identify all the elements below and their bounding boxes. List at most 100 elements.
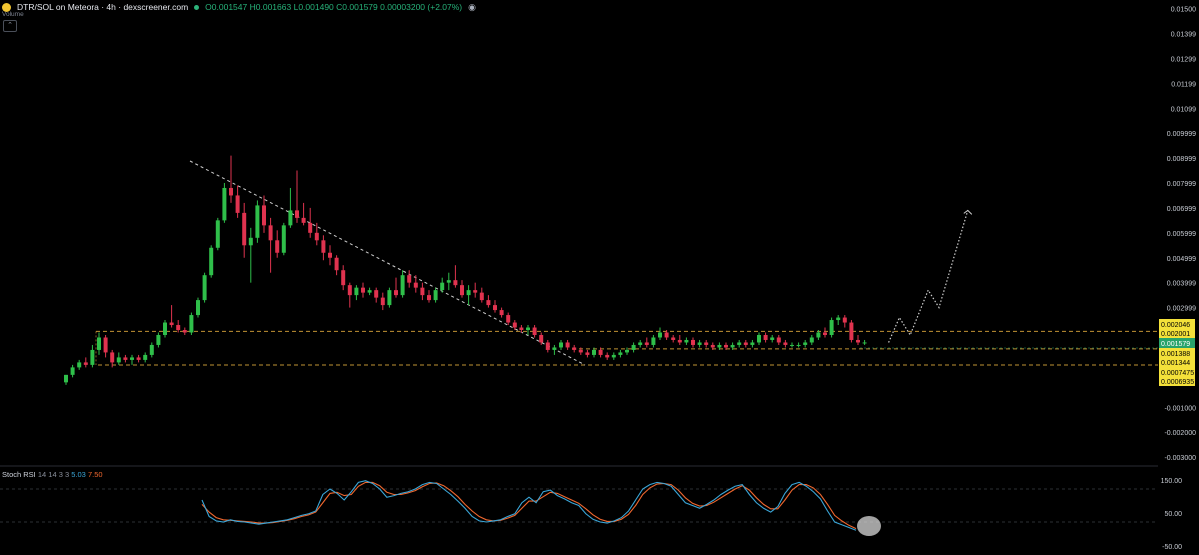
collapse-chevron-icon[interactable]: ⌃ <box>3 20 17 32</box>
price-axis-label: 0.006999 <box>1167 206 1196 213</box>
candle-body <box>770 337 775 340</box>
candle-body <box>539 334 544 343</box>
candle-body <box>618 352 623 355</box>
candle-body <box>64 374 68 383</box>
candle-body <box>235 195 240 213</box>
chart-header: DTR/SOL on Meteora · 4h · dexscreener.co… <box>2 0 476 14</box>
price-level-badge <box>1159 357 1195 367</box>
candle-body <box>704 342 709 345</box>
candle-body <box>849 322 854 340</box>
candle-body <box>783 342 788 345</box>
cursor-highlight <box>857 516 881 536</box>
candle-body <box>143 354 148 360</box>
volume-label[interactable]: Volume <box>2 11 24 18</box>
eye-icon[interactable]: ◉ <box>468 2 476 12</box>
candle-body <box>242 212 247 246</box>
candle-body <box>796 344 801 346</box>
candle-body <box>202 275 207 301</box>
candle-body <box>420 287 425 296</box>
candle-body <box>248 237 253 246</box>
candle-body <box>545 342 550 350</box>
candle-body <box>268 225 273 241</box>
price-level-badge-label: 0.0006935 <box>1161 379 1194 386</box>
candle-body <box>427 295 431 301</box>
candle-body <box>70 367 75 375</box>
price-level-badge-label: 0.002001 <box>1161 331 1190 338</box>
indicator-params: 14 14 3 3 <box>37 470 70 479</box>
candle-body <box>473 290 478 293</box>
candle-body <box>215 220 220 248</box>
candle-body <box>479 292 484 301</box>
candle-body <box>374 290 379 298</box>
candle-body <box>710 344 715 348</box>
candle-body <box>453 280 458 286</box>
candle-body <box>493 305 497 311</box>
candle-body <box>526 327 530 331</box>
price-level-badge <box>1159 376 1195 386</box>
token-logo-icon <box>2 2 11 12</box>
candle-body <box>592 349 596 355</box>
open-value: O0.001547 <box>205 2 248 12</box>
candle-body <box>605 354 610 358</box>
price-axis-label: -0.001000 <box>1164 405 1196 412</box>
price-axis-label: 0.003999 <box>1167 281 1196 288</box>
candle-body <box>103 337 108 353</box>
candle-body <box>97 337 101 350</box>
stoch-k-value: 5.03 <box>71 470 86 479</box>
candle-body <box>572 347 577 350</box>
price-badges: 0.002046 0.002001 0.001388 0.001344 0.000747… <box>860 319 1195 386</box>
candle-body <box>578 349 583 353</box>
candle-body <box>209 247 214 276</box>
candle-body <box>730 344 735 348</box>
candle-body <box>176 325 181 331</box>
candle-body <box>862 342 867 344</box>
candle-body <box>790 344 794 346</box>
candle-body <box>281 225 286 253</box>
candle-body <box>823 332 827 335</box>
candle-body <box>169 322 174 326</box>
projection-line <box>888 210 969 343</box>
candle-body <box>757 334 761 343</box>
indicator-name[interactable]: Stoch RSI <box>2 470 36 479</box>
candle-body <box>130 357 134 360</box>
candle-body <box>341 270 346 286</box>
candle-body <box>486 300 491 306</box>
price-level-badge <box>1159 328 1195 338</box>
last-price-badge-label: 0.001579 <box>1161 341 1190 348</box>
price-axis[interactable]: 0.01500 0.01399 0.01299 0.01199 0.01099 0.009… <box>1164 7 1196 463</box>
price-axis-label: 0.005999 <box>1167 231 1196 238</box>
close-value: C0.001579 <box>336 2 378 12</box>
high-value: H0.001663 <box>249 2 292 12</box>
candle-body <box>737 342 742 345</box>
price-axis-label: 0.007999 <box>1167 181 1196 188</box>
candle-body <box>361 287 365 293</box>
candle-body <box>585 352 590 355</box>
candle-body <box>658 332 662 338</box>
candle-body <box>116 357 121 363</box>
price-axis-label: 0.01299 <box>1171 57 1196 64</box>
candle-body <box>433 290 438 301</box>
candle-body <box>262 205 266 226</box>
candle-body <box>90 349 95 365</box>
candle-body <box>182 330 187 333</box>
candle-body <box>842 317 847 323</box>
candle-body <box>255 205 260 238</box>
candle-body <box>776 337 781 343</box>
candle-body <box>321 240 326 253</box>
candle-body <box>295 210 299 218</box>
candle-body <box>407 275 412 283</box>
candle-body <box>598 349 603 355</box>
price-level-badge <box>1159 367 1195 377</box>
candle-body <box>512 322 517 328</box>
last-price-badge <box>1159 338 1195 348</box>
candle-body <box>677 339 682 343</box>
stoch-axis-label: 150.00 <box>1161 478 1183 485</box>
price-axis-label: 0.01399 <box>1171 32 1196 39</box>
candle-body <box>519 327 524 331</box>
symbol-title[interactable]: DTR/SOL on Meteora · 4h · dexscreener.co… <box>17 2 189 12</box>
stoch-d-value: 7.50 <box>87 470 103 479</box>
price-levels <box>95 330 1158 366</box>
candle-body <box>829 320 834 335</box>
price-level-badge-label: 0.0007475 <box>1161 370 1194 377</box>
